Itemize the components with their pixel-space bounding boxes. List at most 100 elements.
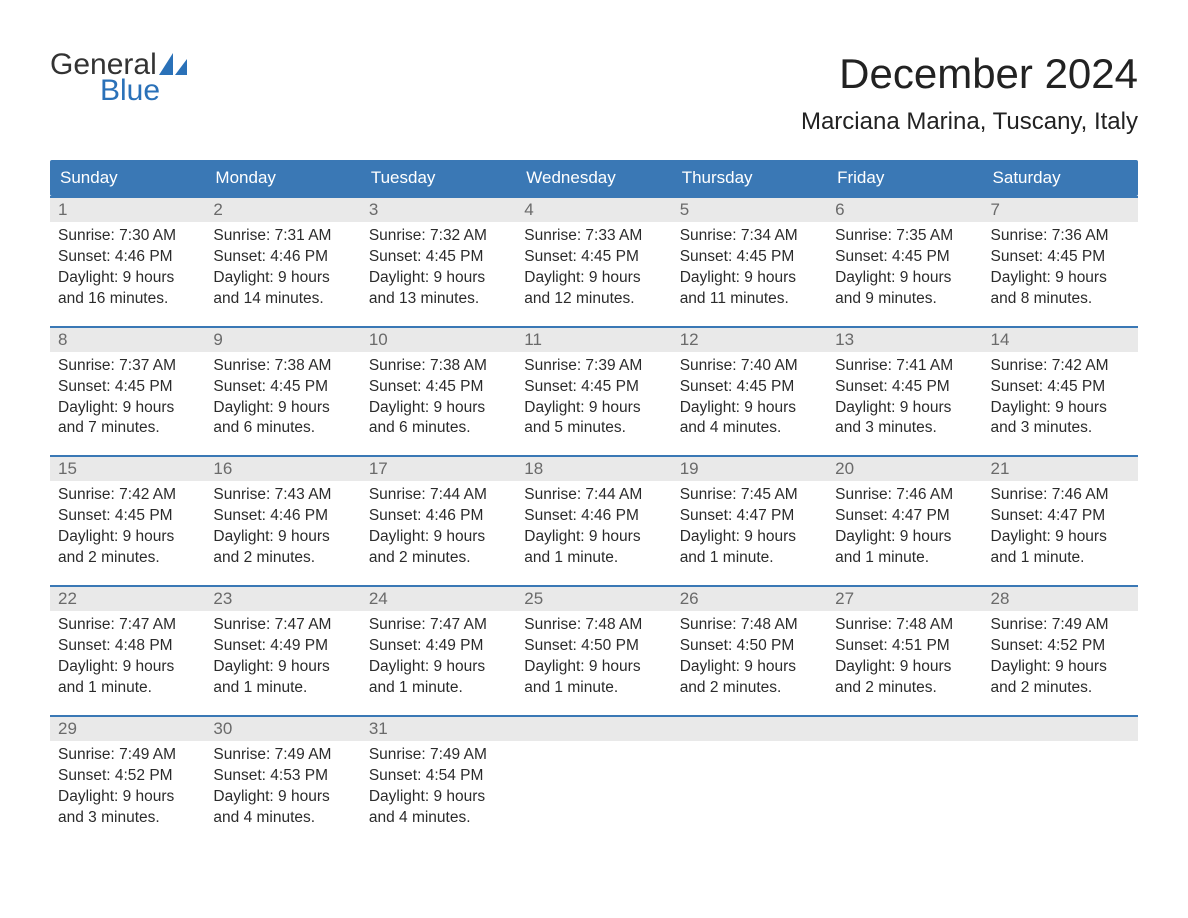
calendar-day: 9Sunrise: 7:38 AMSunset: 4:45 PMDaylight… [205, 328, 360, 444]
day-number: 30 [205, 717, 360, 741]
day-number: 19 [672, 457, 827, 481]
day-body: Sunrise: 7:44 AMSunset: 4:46 PMDaylight:… [361, 481, 516, 573]
day-body: Sunrise: 7:40 AMSunset: 4:45 PMDaylight:… [672, 352, 827, 444]
calendar-day: 20Sunrise: 7:46 AMSunset: 4:47 PMDayligh… [827, 457, 982, 573]
day-number: 31 [361, 717, 516, 741]
sunrise-line: Sunrise: 7:49 AM [58, 745, 197, 766]
sunset-line: Sunset: 4:45 PM [369, 247, 508, 268]
day-number: 18 [516, 457, 671, 481]
day-number: 24 [361, 587, 516, 611]
calendar-day: 26Sunrise: 7:48 AMSunset: 4:50 PMDayligh… [672, 587, 827, 703]
daylight-line-1: Daylight: 9 hours [369, 527, 508, 548]
calendar-week: 15Sunrise: 7:42 AMSunset: 4:45 PMDayligh… [50, 455, 1138, 573]
sunrise-line: Sunrise: 7:43 AM [213, 485, 352, 506]
day-body [827, 741, 982, 749]
daylight-line-2: and 12 minutes. [524, 289, 663, 310]
day-number: 23 [205, 587, 360, 611]
daylight-line-1: Daylight: 9 hours [369, 268, 508, 289]
calendar-day: 4Sunrise: 7:33 AMSunset: 4:45 PMDaylight… [516, 198, 671, 314]
day-number: 22 [50, 587, 205, 611]
calendar-day: 12Sunrise: 7:40 AMSunset: 4:45 PMDayligh… [672, 328, 827, 444]
calendar-day: 18Sunrise: 7:44 AMSunset: 4:46 PMDayligh… [516, 457, 671, 573]
calendar-day: 17Sunrise: 7:44 AMSunset: 4:46 PMDayligh… [361, 457, 516, 573]
daylight-line-2: and 16 minutes. [58, 289, 197, 310]
day-number [672, 717, 827, 741]
calendar-day: 2Sunrise: 7:31 AMSunset: 4:46 PMDaylight… [205, 198, 360, 314]
day-body: Sunrise: 7:37 AMSunset: 4:45 PMDaylight:… [50, 352, 205, 444]
sunrise-line: Sunrise: 7:41 AM [835, 356, 974, 377]
day-body: Sunrise: 7:36 AMSunset: 4:45 PMDaylight:… [983, 222, 1138, 314]
sunrise-line: Sunrise: 7:47 AM [369, 615, 508, 636]
daylight-line-1: Daylight: 9 hours [213, 527, 352, 548]
day-body: Sunrise: 7:42 AMSunset: 4:45 PMDaylight:… [50, 481, 205, 573]
day-body [672, 741, 827, 749]
sunset-line: Sunset: 4:53 PM [213, 766, 352, 787]
day-body: Sunrise: 7:47 AMSunset: 4:49 PMDaylight:… [361, 611, 516, 703]
sunrise-line: Sunrise: 7:49 AM [213, 745, 352, 766]
sunrise-line: Sunrise: 7:44 AM [369, 485, 508, 506]
daylight-line-1: Daylight: 9 hours [835, 268, 974, 289]
calendar-day: 15Sunrise: 7:42 AMSunset: 4:45 PMDayligh… [50, 457, 205, 573]
calendar-day: 27Sunrise: 7:48 AMSunset: 4:51 PMDayligh… [827, 587, 982, 703]
daylight-line-2: and 2 minutes. [369, 548, 508, 569]
sunrise-line: Sunrise: 7:44 AM [524, 485, 663, 506]
day-number [827, 717, 982, 741]
day-body: Sunrise: 7:34 AMSunset: 4:45 PMDaylight:… [672, 222, 827, 314]
daylight-line-2: and 9 minutes. [835, 289, 974, 310]
day-number: 9 [205, 328, 360, 352]
daylight-line-1: Daylight: 9 hours [58, 657, 197, 678]
calendar-day: 10Sunrise: 7:38 AMSunset: 4:45 PMDayligh… [361, 328, 516, 444]
calendar-day: 28Sunrise: 7:49 AMSunset: 4:52 PMDayligh… [983, 587, 1138, 703]
day-body: Sunrise: 7:39 AMSunset: 4:45 PMDaylight:… [516, 352, 671, 444]
weekday-tuesday: Tuesday [361, 160, 516, 196]
sunrise-line: Sunrise: 7:48 AM [524, 615, 663, 636]
daylight-line-1: Daylight: 9 hours [680, 657, 819, 678]
sunset-line: Sunset: 4:47 PM [835, 506, 974, 527]
sunset-line: Sunset: 4:45 PM [213, 377, 352, 398]
daylight-line-2: and 8 minutes. [991, 289, 1130, 310]
day-number: 21 [983, 457, 1138, 481]
title-block: December 2024 Marciana Marina, Tuscany, … [801, 50, 1138, 136]
sunrise-line: Sunrise: 7:45 AM [680, 485, 819, 506]
sunset-line: Sunset: 4:51 PM [835, 636, 974, 657]
month-title: December 2024 [801, 50, 1138, 98]
calendar: Sunday Monday Tuesday Wednesday Thursday… [50, 160, 1138, 832]
sunset-line: Sunset: 4:45 PM [680, 247, 819, 268]
daylight-line-2: and 2 minutes. [680, 678, 819, 699]
weekday-saturday: Saturday [983, 160, 1138, 196]
daylight-line-1: Daylight: 9 hours [58, 268, 197, 289]
day-number: 3 [361, 198, 516, 222]
sunrise-line: Sunrise: 7:49 AM [369, 745, 508, 766]
daylight-line-2: and 1 minute. [213, 678, 352, 699]
day-number: 29 [50, 717, 205, 741]
daylight-line-1: Daylight: 9 hours [524, 657, 663, 678]
calendar-day: 30Sunrise: 7:49 AMSunset: 4:53 PMDayligh… [205, 717, 360, 833]
calendar-day: 16Sunrise: 7:43 AMSunset: 4:46 PMDayligh… [205, 457, 360, 573]
daylight-line-1: Daylight: 9 hours [213, 268, 352, 289]
daylight-line-1: Daylight: 9 hours [213, 657, 352, 678]
logo-text-blue: Blue [100, 76, 187, 106]
calendar-day: 11Sunrise: 7:39 AMSunset: 4:45 PMDayligh… [516, 328, 671, 444]
daylight-line-2: and 2 minutes. [213, 548, 352, 569]
sunset-line: Sunset: 4:45 PM [991, 377, 1130, 398]
sunset-line: Sunset: 4:45 PM [524, 377, 663, 398]
daylight-line-2: and 1 minute. [369, 678, 508, 699]
daylight-line-1: Daylight: 9 hours [524, 268, 663, 289]
weekday-monday: Monday [205, 160, 360, 196]
day-number: 10 [361, 328, 516, 352]
weekday-thursday: Thursday [672, 160, 827, 196]
daylight-line-2: and 1 minute. [524, 548, 663, 569]
sunrise-line: Sunrise: 7:37 AM [58, 356, 197, 377]
sunset-line: Sunset: 4:46 PM [213, 247, 352, 268]
day-number: 17 [361, 457, 516, 481]
sunrise-line: Sunrise: 7:47 AM [213, 615, 352, 636]
sunset-line: Sunset: 4:45 PM [991, 247, 1130, 268]
daylight-line-2: and 4 minutes. [369, 808, 508, 829]
daylight-line-2: and 4 minutes. [680, 418, 819, 439]
sunset-line: Sunset: 4:45 PM [58, 506, 197, 527]
calendar-day: 23Sunrise: 7:47 AMSunset: 4:49 PMDayligh… [205, 587, 360, 703]
daylight-line-1: Daylight: 9 hours [991, 268, 1130, 289]
calendar-day: 22Sunrise: 7:47 AMSunset: 4:48 PMDayligh… [50, 587, 205, 703]
daylight-line-2: and 1 minute. [524, 678, 663, 699]
calendar-week: 22Sunrise: 7:47 AMSunset: 4:48 PMDayligh… [50, 585, 1138, 703]
